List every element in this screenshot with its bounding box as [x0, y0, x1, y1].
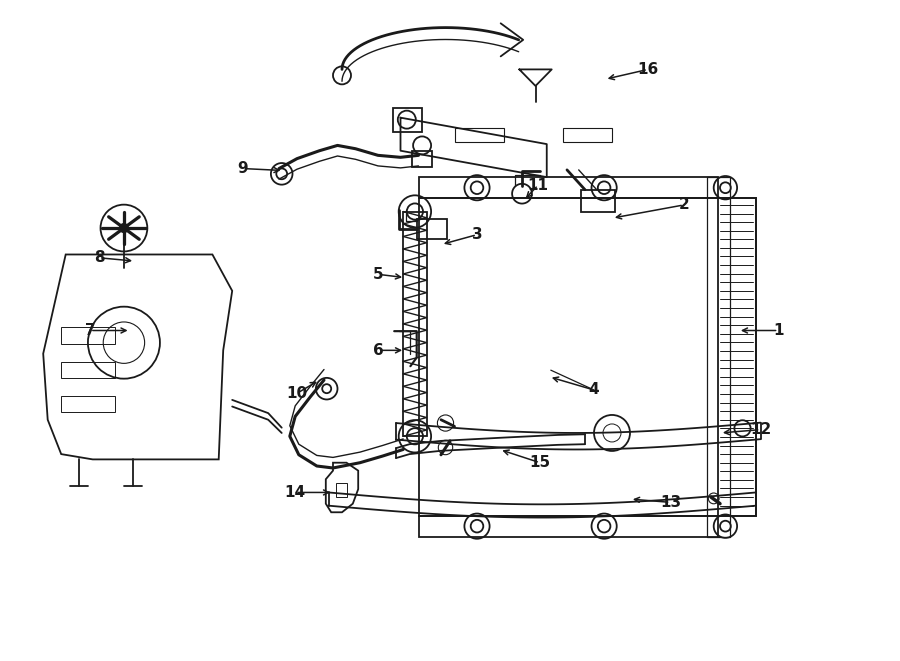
Bar	[412, 151, 432, 167]
Text: 3: 3	[472, 227, 482, 242]
Bar	[336, 483, 346, 497]
Bar	[718, 198, 756, 516]
Text: 4: 4	[589, 383, 599, 397]
Text: 10: 10	[286, 386, 308, 401]
Bar	[580, 190, 615, 212]
Bar	[61, 327, 115, 344]
Bar	[61, 362, 115, 378]
Text: 16: 16	[637, 62, 659, 77]
Text: 9: 9	[238, 161, 248, 176]
Bar	[418, 516, 718, 537]
Bar	[393, 108, 422, 132]
Bar	[403, 212, 427, 436]
Text: 12: 12	[750, 422, 771, 437]
Text: 13: 13	[660, 495, 681, 510]
Bar	[562, 128, 612, 142]
Circle shape	[120, 223, 129, 233]
Text: 2: 2	[679, 198, 689, 212]
Text: 7: 7	[85, 323, 95, 338]
Text: 8: 8	[94, 251, 104, 265]
Text: 11: 11	[527, 178, 549, 192]
Text: 6: 6	[373, 343, 383, 358]
Bar	[454, 128, 504, 142]
Bar	[61, 396, 115, 412]
Text: 5: 5	[373, 267, 383, 282]
Text: 14: 14	[284, 485, 306, 500]
Text: 1: 1	[773, 323, 784, 338]
Bar	[418, 198, 756, 516]
Bar	[417, 219, 447, 239]
Bar	[707, 177, 730, 537]
Text: 15: 15	[529, 455, 551, 470]
Bar	[418, 177, 718, 198]
